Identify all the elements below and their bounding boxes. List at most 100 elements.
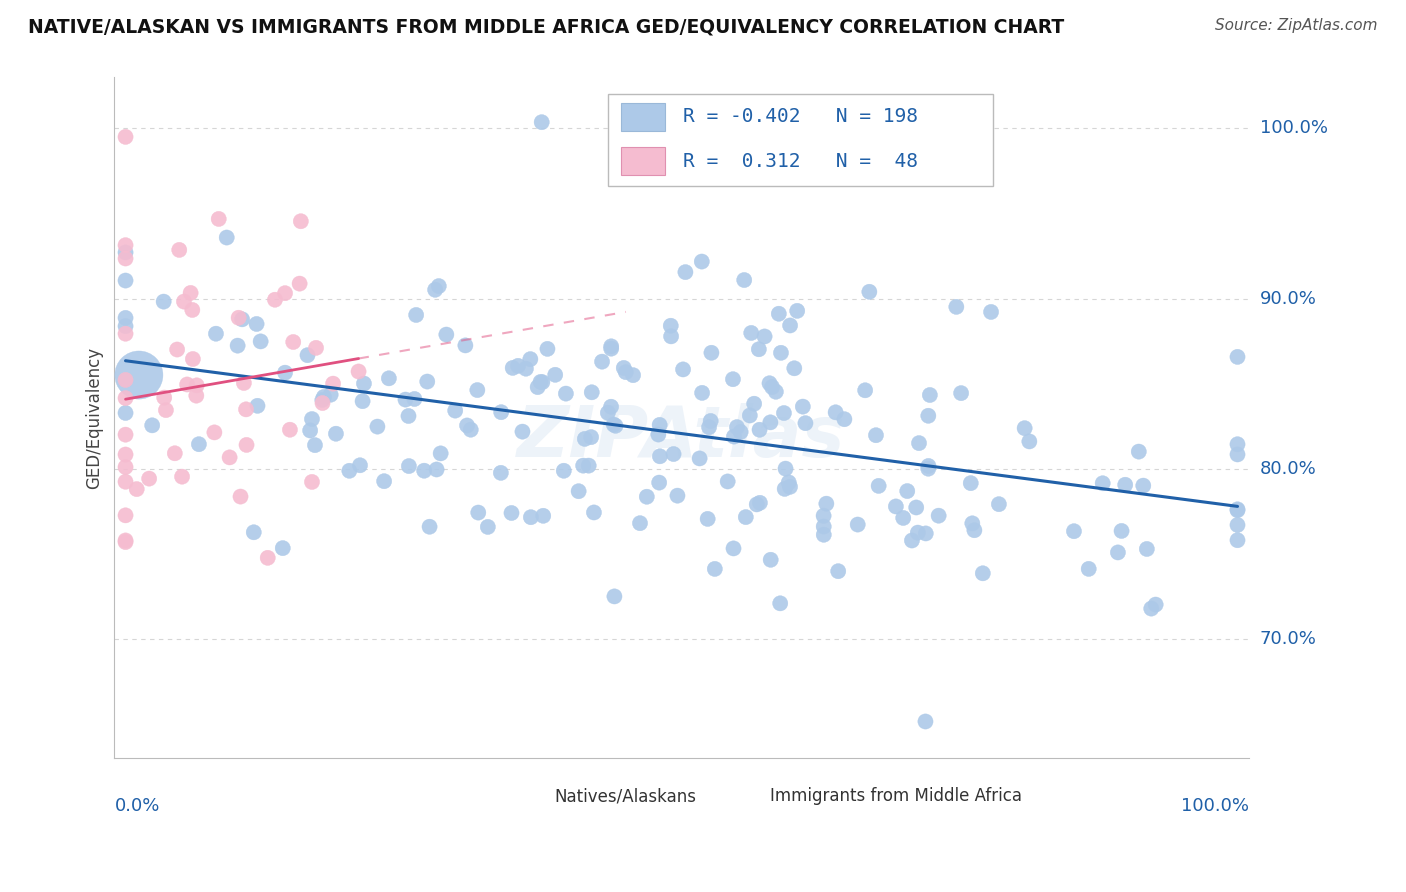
Point [271, 541, 294, 555]
Point [648, 450, 671, 464]
Point [405, 308, 427, 322]
Point [138, 472, 160, 486]
Point [274, 366, 297, 380]
Point [600, 400, 623, 414]
Point [914, 714, 936, 729]
Point [813, 519, 835, 533]
Point [896, 484, 918, 499]
Point [347, 364, 370, 378]
Point [170, 469, 193, 483]
Point [114, 391, 136, 405]
Point [591, 354, 613, 368]
Point [526, 380, 548, 394]
Point [1063, 524, 1085, 539]
Point [163, 446, 186, 460]
Point [769, 596, 792, 610]
Point [769, 346, 792, 360]
Point [114, 373, 136, 387]
Point [1114, 477, 1136, 491]
Point [176, 377, 198, 392]
Point [423, 283, 446, 297]
Point [754, 329, 776, 343]
Point [173, 294, 195, 309]
Point [305, 341, 328, 355]
Point [1226, 502, 1249, 516]
Point [917, 461, 939, 475]
Point [662, 447, 685, 461]
Point [155, 403, 177, 417]
Point [1226, 503, 1249, 517]
Point [917, 409, 939, 423]
Point [153, 391, 176, 405]
Point [501, 506, 523, 520]
Point [114, 533, 136, 548]
Point [202, 425, 225, 440]
Point [568, 484, 591, 499]
Point [456, 418, 478, 433]
Point [288, 277, 311, 291]
Point [613, 360, 636, 375]
Point [114, 319, 136, 334]
Point [773, 406, 796, 420]
Point [723, 429, 745, 443]
Point [962, 516, 984, 531]
Point [141, 418, 163, 433]
Point [761, 380, 783, 394]
Point [824, 405, 846, 419]
Point [703, 562, 725, 576]
Point [311, 392, 333, 407]
Point [416, 375, 439, 389]
Point [813, 508, 835, 523]
Text: NATIVE/ALASKAN VS IMMIGRANTS FROM MIDDLE AFRICA GED/EQUIVALENCY CORRELATION CHAR: NATIVE/ALASKAN VS IMMIGRANTS FROM MIDDLE… [28, 18, 1064, 37]
Point [1018, 434, 1040, 449]
Point [530, 115, 553, 129]
Point [319, 387, 342, 401]
Text: 0.0%: 0.0% [114, 797, 160, 814]
Point [846, 517, 869, 532]
Point [759, 553, 782, 567]
Point [256, 550, 278, 565]
Point [917, 458, 939, 473]
Point [628, 516, 651, 531]
Point [914, 526, 936, 541]
Point [114, 326, 136, 341]
Point [579, 430, 602, 444]
Point [114, 427, 136, 442]
Point [249, 334, 271, 349]
Point [865, 428, 887, 442]
Point [950, 386, 973, 401]
Point [226, 338, 249, 352]
Point [672, 362, 695, 376]
Text: 100.0%: 100.0% [1260, 120, 1327, 137]
Point [759, 416, 782, 430]
Text: Natives/Alaskans: Natives/Alaskans [554, 788, 696, 805]
Point [349, 458, 371, 473]
Point [553, 464, 575, 478]
Point [1091, 476, 1114, 491]
Point [187, 437, 209, 451]
Point [215, 230, 238, 244]
Point [699, 414, 721, 428]
Point [1132, 478, 1154, 492]
Point [529, 375, 551, 389]
Point [972, 566, 994, 581]
Point [700, 345, 723, 359]
Point [477, 520, 499, 534]
Point [429, 446, 451, 460]
Text: 80.0%: 80.0% [1260, 459, 1316, 477]
Point [1226, 533, 1249, 548]
Point [208, 211, 231, 226]
Point [742, 397, 765, 411]
Point [636, 490, 658, 504]
Point [891, 511, 914, 525]
Point [1226, 447, 1249, 461]
Point [853, 384, 876, 398]
Point [600, 342, 623, 356]
Point [231, 312, 253, 326]
Point [114, 252, 136, 266]
Point [404, 392, 426, 406]
Point [114, 475, 136, 489]
Point [748, 423, 770, 437]
Point [690, 385, 713, 400]
Point [614, 365, 637, 379]
